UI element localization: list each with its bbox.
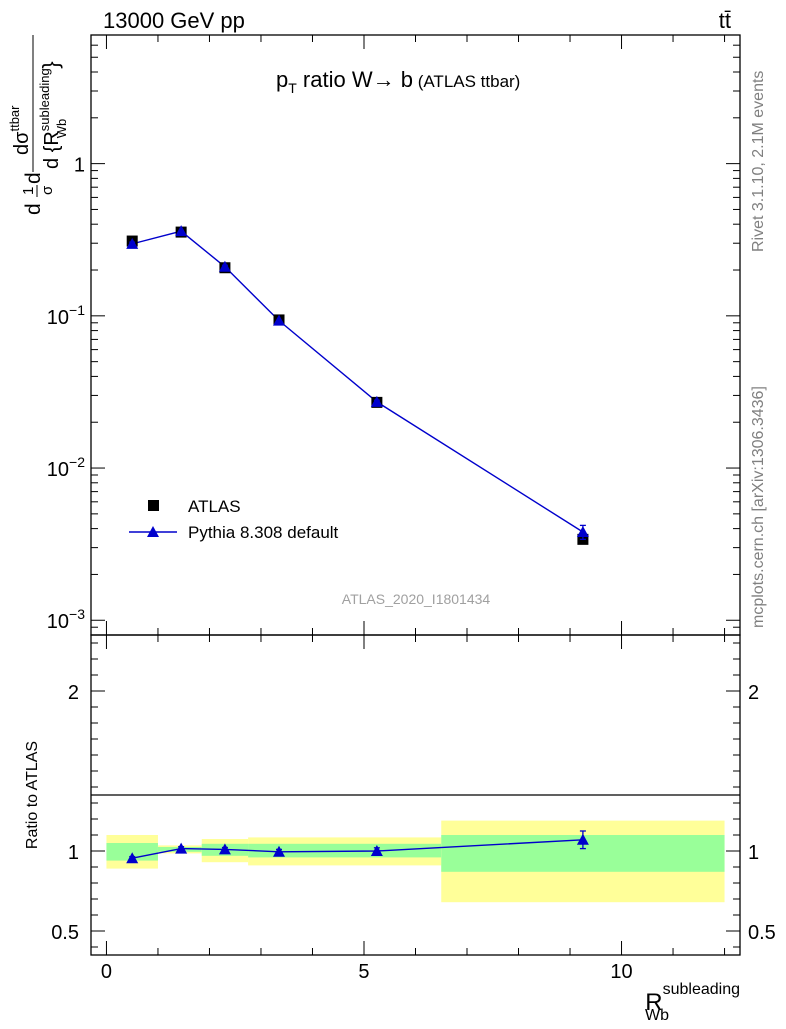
ratio-y-label: Ratio to ATLAS — [24, 741, 41, 849]
ratio-y-tick-label-right: 2 — [748, 682, 759, 704]
ratio-panel: 0.5 0.5 1 1 2 2 0 5 10 Ratio to ATLAS Rsubleadi… — [24, 634, 776, 1024]
mcplots-label: mcplots.cern.ch [arXiv:1306.3436] — [750, 386, 767, 628]
rivet-label: Rivet 3.1.10, 2.1M events — [750, 71, 767, 252]
ratio-x-axis: 0 5 10 — [101, 635, 726, 983]
mc-data-point — [175, 225, 188, 237]
title-paren: (ATLAS ttbar) — [413, 72, 520, 91]
ylabel-sigma: σ — [39, 185, 56, 195]
ylabel-one: 1 — [20, 187, 37, 195]
energy-label: 13000 GeV pp — [103, 8, 245, 33]
xlabel-sup: subleading — [663, 981, 740, 998]
x-axis-label: Rsubleading Wb — [645, 981, 740, 1024]
xlabel-r: R — [645, 989, 662, 1016]
legend-mc-marker — [147, 526, 159, 537]
tick-exp: −2 — [69, 454, 85, 470]
analysis-watermark: ATLAS_2020_I1801434 — [342, 591, 491, 607]
main-y-tick-label: 10−2 — [47, 454, 85, 481]
title-t: T — [288, 80, 297, 96]
ratio-data-point — [175, 842, 188, 854]
ratio-y-tick-label: 1 — [68, 842, 79, 864]
ylabel-den: d {R — [41, 131, 63, 169]
tick-base: 1 — [74, 155, 85, 177]
ratio-data-point — [126, 852, 139, 864]
mc-series-line — [132, 230, 584, 533]
ratio-x-tick-label: 10 — [610, 961, 632, 983]
plot-title: pT ratio W→ b (ATLAS ttbar) — [276, 67, 520, 96]
process-label: tt̄ — [719, 8, 731, 33]
legend: ATLAS Pythia 8.308 default — [129, 497, 339, 542]
main-y-label: d 1 σ d dσttbar d {Rsubleading Wb} — [7, 35, 69, 215]
ratio-data-point — [370, 845, 383, 856]
svg-text:d: d — [22, 172, 45, 184]
tick-exp: −1 — [69, 302, 85, 318]
main-marks — [126, 225, 589, 545]
ratio-y-axis: 0.5 0.5 1 1 2 2 — [51, 642, 776, 948]
ratio-marks — [126, 830, 589, 864]
ratio-y-tick-label: 0.5 — [51, 922, 79, 944]
tick-base: 10 — [47, 307, 69, 329]
mc-data-point — [126, 237, 139, 249]
tick-exp: −3 — [69, 606, 85, 622]
ratio-data-point — [273, 845, 286, 857]
ratio-bands — [106, 820, 725, 903]
ylabel-num: dσ — [11, 131, 33, 155]
ylabel-pre: d — [22, 203, 45, 215]
mc-data-point — [576, 526, 589, 538]
ratio-y-tick-label-right: 0.5 — [748, 922, 776, 944]
legend-atlas-marker — [148, 500, 159, 511]
legend-atlas-label: ATLAS — [188, 497, 241, 516]
ylabel-brace: } — [38, 61, 63, 68]
ratio-data-point — [576, 833, 589, 845]
main-frame — [90, 34, 741, 636]
svg-text:1: 1 — [20, 187, 37, 195]
ylabel-d2: d — [22, 172, 45, 184]
ratio-x-tick-label: 5 — [358, 961, 369, 983]
mc-data-point — [370, 395, 383, 407]
ratio-series-line — [132, 839, 583, 859]
svg-text:σ: σ — [39, 185, 56, 195]
main-y-tick-label: 1 — [74, 155, 85, 177]
tick-base: 10 — [47, 611, 69, 633]
main-panel: 10−310−210−11 pT ratio W→ b (ATLAS ttbar… — [7, 34, 741, 636]
ratio-y-tick-label-right: 1 — [748, 842, 759, 864]
title-b: b — [395, 67, 413, 92]
main-y-axis: 10−310−210−11 — [47, 34, 740, 636]
ylabel-den-sub: Wb — [54, 119, 69, 139]
main-y-tick-label: 10−1 — [47, 302, 85, 329]
ylabel-num-sup: ttbar — [7, 105, 22, 132]
title-arrow: → — [373, 67, 395, 92]
xlabel-sub: Wb — [645, 1007, 669, 1024]
mc-data-point — [273, 314, 286, 326]
svg-text:dσttbar: dσttbar — [7, 105, 33, 155]
ylabel-den-sup: subleading — [37, 68, 52, 131]
legend-mc-label: Pythia 8.308 default — [188, 523, 339, 542]
title-p: p — [276, 67, 288, 92]
main-x-ticks — [105, 35, 726, 635]
title-rest: ratio W — [297, 67, 373, 92]
side-labels: Rivet 3.1.10, 2.1M events mcplots.cern.c… — [750, 71, 767, 628]
tick-base: 10 — [47, 459, 69, 481]
ratio-data-point — [218, 843, 231, 855]
main-y-tick-label: 10−3 — [47, 606, 85, 633]
ratio-x-tick-label: 0 — [101, 961, 112, 983]
ratio-y-tick-label: 2 — [68, 682, 79, 704]
mc-data-point — [218, 260, 231, 272]
svg-text:d: d — [22, 203, 45, 215]
